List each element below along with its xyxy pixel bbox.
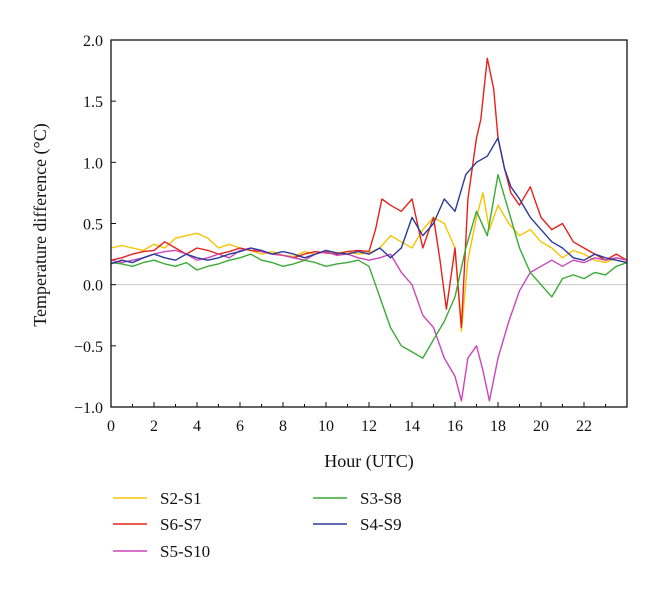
y-tick-label: −1.0 <box>74 400 103 417</box>
legend-label: S2-S1 <box>160 489 202 508</box>
legend: S2-S1 S6-S7 S5-S10 S3-S8 S4-S9 <box>113 489 402 561</box>
y-tick-label: 1.0 <box>83 155 103 172</box>
x-tick-label: 8 <box>279 418 287 435</box>
legend-label: S3-S8 <box>360 489 402 508</box>
y-tick-label: 2.0 <box>83 33 103 50</box>
x-tick-label: 10 <box>318 418 334 435</box>
y-axis-title: Temperature difference (°C) <box>30 123 51 327</box>
y-tick-label: −0.5 <box>74 339 103 356</box>
x-tick-label: 16 <box>447 418 463 435</box>
series-line-s5-s10 <box>110 247 628 402</box>
ticks-layer: 0 2 4 6 8 10 12 14 16 18 20 22 −1.0 −0.5 0.0 0.5 1.0 1.5 2… <box>74 33 606 435</box>
series-layer <box>110 57 628 402</box>
x-tick-label: 20 <box>533 418 549 435</box>
y-tick-label: 0.0 <box>83 278 103 295</box>
y-tick-label: 1.5 <box>83 94 103 111</box>
legend-label: S6-S7 <box>160 515 202 534</box>
legend-label: S5-S10 <box>160 542 210 561</box>
series-line-s4-s9 <box>110 137 628 265</box>
x-tick-label: 12 <box>361 418 377 435</box>
x-tick-label: 14 <box>404 418 420 435</box>
series-line-s3-s8 <box>110 173 628 359</box>
x-tick-label: 22 <box>576 418 592 435</box>
x-axis-title: Hour (UTC) <box>324 451 413 472</box>
legend-label: S4-S9 <box>360 515 402 534</box>
x-tick-label: 4 <box>193 418 201 435</box>
x-tick-label: 6 <box>236 418 244 435</box>
y-tick-label: 0.5 <box>83 217 103 234</box>
series-line-s6-s7 <box>110 57 628 329</box>
plot-frame <box>110 39 628 408</box>
x-tick-label: 18 <box>490 418 506 435</box>
x-tick-label: 0 <box>107 418 115 435</box>
x-tick-label: 2 <box>150 418 158 435</box>
